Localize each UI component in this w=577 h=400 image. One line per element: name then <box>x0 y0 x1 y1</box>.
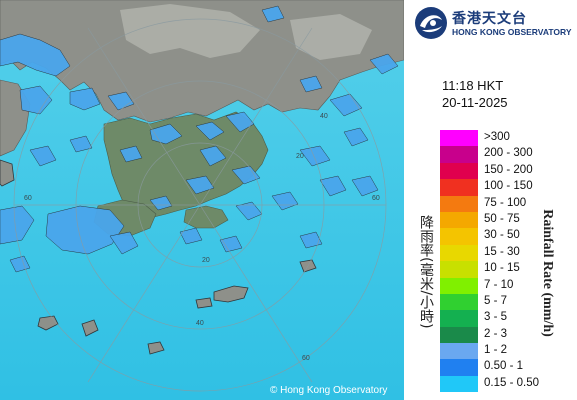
legend-row: 15 - 30 <box>440 244 570 262</box>
radar-map[interactable]: 20 40 60 20 40 60 60 © Hong Kong Observa… <box>0 0 404 400</box>
legend-swatch <box>440 326 478 344</box>
legend-swatch <box>440 211 478 229</box>
legend-swatch <box>440 261 478 278</box>
legend-label: 30 - 50 <box>484 229 520 242</box>
range-ring-label: 60 <box>24 195 32 202</box>
legend-label: 0.50 - 1 <box>484 360 523 373</box>
legend-label: 0.15 - 0.50 <box>484 376 539 389</box>
legend-panel: 香港天文台 HONG KONG OBSERVATORY 11:18 HKT 20… <box>404 0 577 400</box>
legend-swatch <box>440 146 478 163</box>
legend-swatch <box>440 375 478 393</box>
range-ring-label: 20 <box>202 257 210 264</box>
legend-label: 10 - 15 <box>484 262 520 275</box>
range-ring-label: 60 <box>302 355 310 362</box>
legend-label: 2 - 3 <box>484 327 508 340</box>
island-south <box>213 285 249 303</box>
rainfall-legend: >300 200 - 300 150 - 200 100 - 150 75 - 100 5… <box>440 130 570 393</box>
observation-time: 11:18 HKT <box>442 78 504 93</box>
legend-label: 1 - 2 <box>484 344 508 357</box>
hko-emblem-icon <box>415 7 447 39</box>
observation-date: 20-11-2025 <box>442 95 508 110</box>
legend-title-en: Rainfall Rate (mm/h) <box>537 180 557 365</box>
legend-swatch <box>440 130 478 147</box>
legend-row: 50 - 75 <box>440 211 570 229</box>
legend-label: 3 - 5 <box>484 311 508 324</box>
range-ring-label: 20 <box>296 153 304 160</box>
legend-row: 3 - 5 <box>440 310 570 327</box>
legend-swatch <box>440 277 478 294</box>
legend-row: 10 - 15 <box>440 261 570 278</box>
legend-swatch <box>440 244 478 262</box>
hong-kong-land <box>103 111 269 219</box>
island-w <box>0 159 15 187</box>
radar-map-svg: 20 40 60 20 40 60 60 <box>0 0 404 400</box>
legend-swatch <box>440 343 478 360</box>
legend-label: 200 - 300 <box>484 147 533 160</box>
legend-label: >300 <box>484 131 510 143</box>
legend-row: 2 - 3 <box>440 326 570 344</box>
legend-row: 100 - 150 <box>440 179 570 196</box>
rain-echoes <box>0 5 399 273</box>
legend-row: 200 - 300 <box>440 146 570 163</box>
legend-label: 75 - 100 <box>484 196 527 209</box>
legend-swatch <box>440 293 478 311</box>
legend-swatch <box>440 310 478 327</box>
org-name-en: HONG KONG OBSERVATORY <box>452 27 572 37</box>
range-ring-label: 60 <box>372 195 380 202</box>
hko-logo[interactable]: 香港天文台 HONG KONG OBSERVATORY <box>414 6 574 46</box>
legend-label: 100 - 150 <box>484 180 533 193</box>
legend-label: 7 - 10 <box>484 278 514 291</box>
island-south-2 <box>195 297 213 309</box>
legend-row: 150 - 200 <box>440 162 570 180</box>
mainland-light-patch-2 <box>290 14 372 60</box>
legend-swatch <box>440 179 478 196</box>
range-ring-label: 40 <box>196 320 204 327</box>
range-ring-label: 40 <box>320 113 328 120</box>
legend-title-en-text: Rainfall Rate (mm/h) <box>540 208 555 337</box>
island-s-3 <box>147 341 165 355</box>
legend-label: 15 - 30 <box>484 245 520 258</box>
legend-swatch <box>440 195 478 212</box>
legend-row: 75 - 100 <box>440 195 570 212</box>
legend-title-zh: 降雨率(毫米/小時) <box>418 215 434 329</box>
legend-label: 150 - 200 <box>484 163 533 176</box>
legend-label: 50 - 75 <box>484 212 520 225</box>
legend-row: 0.50 - 1 <box>440 359 570 376</box>
range-labels: 20 40 60 20 40 60 60 <box>24 113 380 362</box>
legend-swatch <box>440 162 478 180</box>
legend-row: 0.15 - 0.50 <box>440 375 570 393</box>
legend-row: >300 <box>440 130 570 147</box>
legend-row: 30 - 50 <box>440 228 570 245</box>
legend-row: 1 - 2 <box>440 343 570 360</box>
hong-kong-island <box>183 205 229 229</box>
range-rings <box>13 18 387 392</box>
legend-swatch <box>440 228 478 245</box>
mainland-light-patch <box>120 4 260 58</box>
map-copyright: © Hong Kong Observatory <box>270 385 388 396</box>
island-sw-2 <box>81 319 99 337</box>
legend-label: 5 - 7 <box>484 294 508 307</box>
org-name-zh: 香港天文台 <box>452 11 527 27</box>
legend-row: 5 - 7 <box>440 293 570 311</box>
legend-row: 7 - 10 <box>440 277 570 294</box>
legend-swatch <box>440 359 478 376</box>
